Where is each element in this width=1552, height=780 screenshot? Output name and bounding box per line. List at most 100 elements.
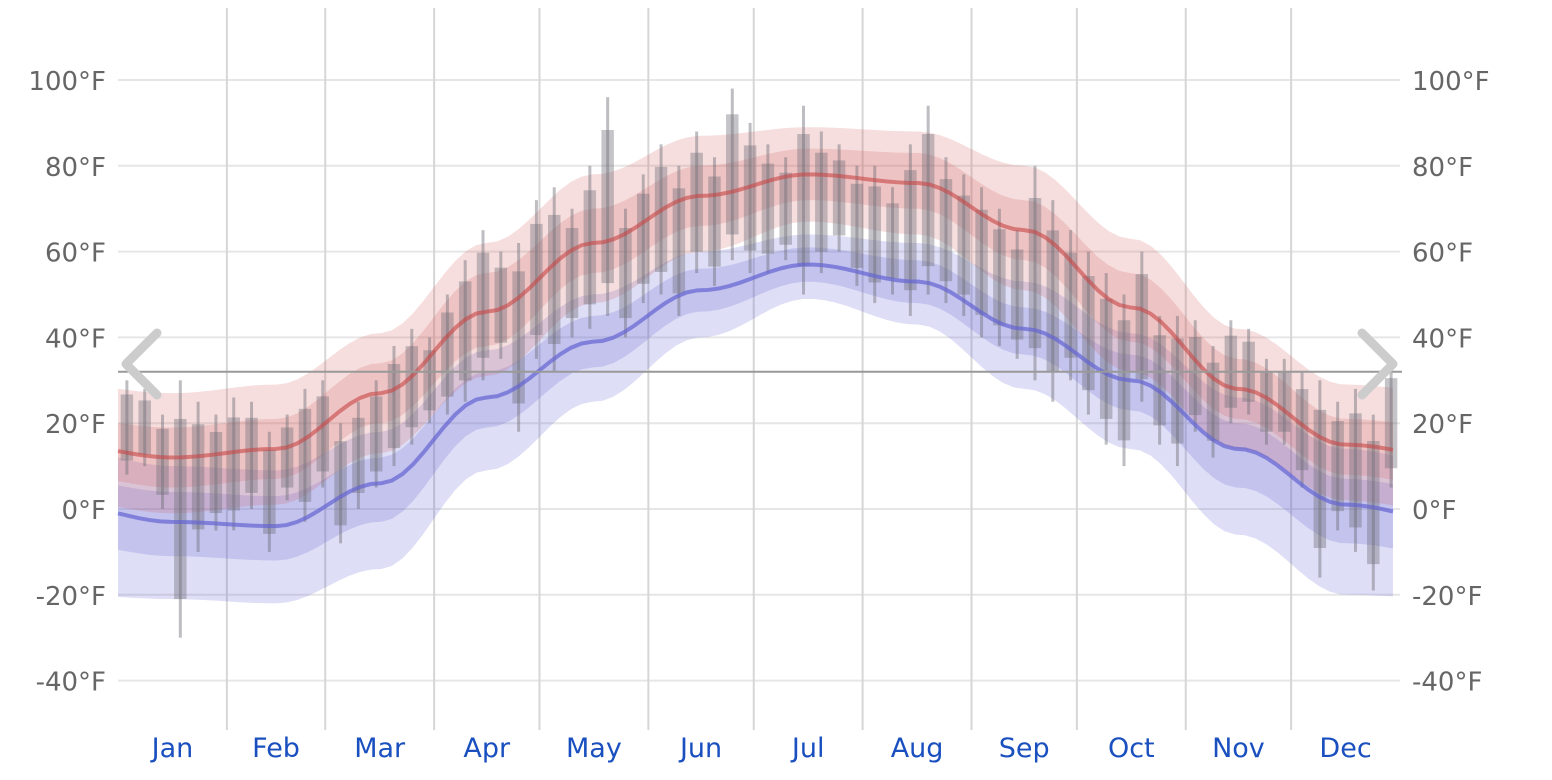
observed-range-bar: [779, 172, 792, 245]
observed-range-whisker: [1300, 371, 1304, 488]
observed-range-whisker: [980, 187, 984, 338]
observed-range-bar: [583, 190, 597, 305]
observed-range-bar: [886, 203, 899, 279]
observed-range-whisker: [1015, 230, 1019, 359]
observed-range-whisker: [161, 414, 165, 509]
y-axis-left: 100°F 80°F 60°F 40°F 20°F 0°F -20°F -40°F: [28, 67, 106, 698]
x-tick-label-dec: Dec: [1319, 733, 1371, 764]
observed-range-bar: [743, 145, 757, 251]
next-arrow[interactable]: [1357, 328, 1398, 400]
y-tick-label-left: 40°F: [45, 324, 106, 354]
x-tick-label-apr: Apr: [463, 733, 511, 764]
observed-range-bar: [619, 228, 632, 319]
y-tick-label-left: 60°F: [45, 239, 106, 269]
observed-range-bar: [1082, 276, 1095, 391]
observed-range-whisker: [1051, 200, 1055, 402]
observed-range-whisker: [891, 187, 895, 295]
observed-range-bar: [993, 229, 1006, 326]
observed-range-bar: [1010, 249, 1024, 340]
y-tick-label-left: 100°F: [28, 67, 106, 97]
observed-range-bar: [423, 350, 436, 411]
observed-range-bar: [1331, 421, 1344, 512]
observed-range-bar: [690, 152, 703, 252]
observed-range-bar: [1260, 371, 1273, 432]
observed-range-bar: [263, 449, 276, 534]
observed-range-whisker: [232, 397, 236, 531]
y-tick-label-right: -20°F: [1412, 582, 1482, 612]
previous-arrow[interactable]: [121, 328, 162, 400]
observed-range-whisker: [659, 144, 663, 295]
observed-range-bar: [1135, 274, 1149, 380]
observed-range-bar: [1367, 441, 1380, 565]
low-25-75-band: [118, 247, 1393, 561]
observed-range-whisker: [445, 294, 449, 415]
x-tick-label-jul: Jul: [790, 733, 825, 764]
observed-range-bar: [369, 396, 383, 472]
observed-range-whisker: [1389, 358, 1393, 488]
observed-range-bar: [708, 176, 721, 267]
observed-range-bar: [227, 417, 240, 511]
observed-range-bar: [726, 114, 739, 235]
observed-range-bar: [957, 195, 970, 295]
observed-range-bar: [601, 129, 614, 284]
percentile-bands: [118, 127, 1393, 604]
observed-range-whisker: [463, 260, 467, 402]
observed-range-bar: [458, 281, 472, 381]
y-tick-label-right: 80°F: [1412, 153, 1473, 183]
observed-range-whisker: [837, 144, 841, 252]
observed-range-bar: [815, 152, 828, 252]
observed-range-whisker: [677, 165, 681, 316]
observed-range-bar: [832, 160, 846, 236]
observed-range-bar: [565, 228, 579, 319]
y-tick-label-right: 0°F: [1412, 496, 1457, 526]
observed-range-whisker: [178, 380, 182, 638]
observed-range-whisker: [1371, 414, 1375, 591]
observed-range-bar: [441, 312, 454, 397]
observed-range-bar: [1153, 335, 1166, 426]
observed-range-bar: [494, 267, 508, 343]
observed-range-whisker: [374, 380, 378, 488]
high-10-90-band: [118, 127, 1393, 514]
observed-range-whisker: [1033, 165, 1037, 381]
observed-range-whisker: [196, 401, 200, 552]
observed-range-bar: [387, 363, 401, 449]
observed-range-bar: [761, 163, 775, 254]
observed-range-whisker: [410, 328, 414, 445]
observed-range-whisker: [303, 388, 307, 522]
chevron-right-icon[interactable]: [1357, 328, 1398, 400]
observed-range-whisker: [802, 105, 806, 295]
observed-range-bar: [512, 271, 525, 404]
x-tick-label-feb: Feb: [252, 733, 300, 764]
observed-range-bar: [1064, 252, 1077, 358]
observed-range-whisker: [712, 157, 716, 286]
average-low-line: [117, 262, 1394, 529]
observed-range-whisker: [606, 97, 610, 316]
observed-range-bar: [1349, 413, 1362, 528]
x-tick-label-may: May: [566, 733, 622, 764]
observed-range-whisker: [641, 174, 645, 304]
observed-range-whisker: [1264, 358, 1268, 445]
observed-range-whisker: [1336, 401, 1340, 531]
observed-range-whisker: [962, 174, 966, 316]
observed-range-whisker: [1086, 251, 1090, 415]
observed-range-whisker: [499, 251, 503, 359]
observed-range-bar: [1313, 409, 1327, 549]
observed-range-bar: [405, 346, 419, 428]
chevron-left-icon[interactable]: [121, 328, 162, 400]
observed-range-bar: [1278, 371, 1291, 432]
observed-range-whisker: [570, 208, 574, 338]
x-tick-label-nov: Nov: [1212, 733, 1265, 764]
observed-range-bar: [797, 134, 810, 267]
observed-range-whisker: [1318, 380, 1322, 578]
observed-range-whisker: [695, 131, 699, 274]
observed-range-whisker: [356, 401, 360, 509]
y-tick-label-left: 20°F: [45, 410, 106, 440]
observed-range-whisker: [392, 345, 396, 467]
low-10-90-band: [118, 234, 1393, 604]
observed-range-whisker: [623, 208, 627, 338]
observed-range-bar: [209, 431, 223, 514]
observed-range-whisker: [1353, 388, 1357, 552]
observed-range-whisker: [873, 165, 877, 304]
x-axis: Jan Feb Mar Apr May Jun Jul Aug Sep Oct Nov Dec: [150, 733, 1372, 764]
observed-range-whisker: [908, 144, 912, 316]
